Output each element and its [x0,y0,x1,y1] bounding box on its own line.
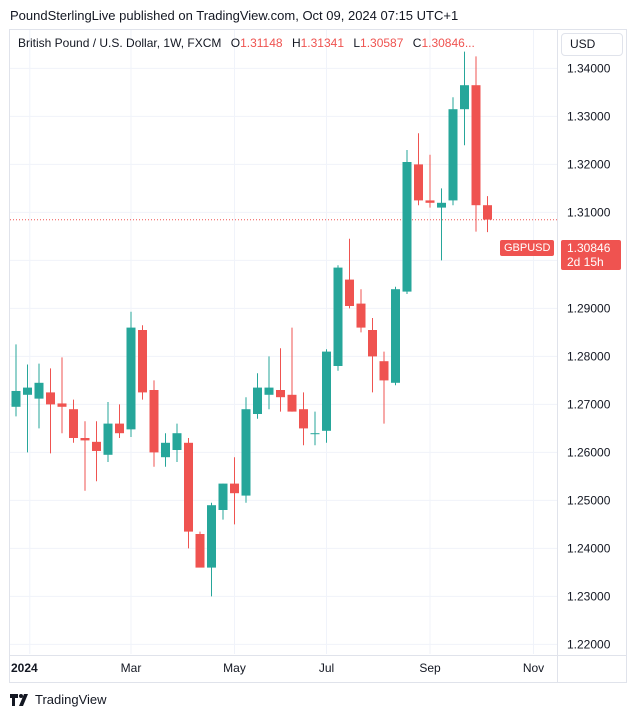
candle-body [437,202,446,208]
legend-title: British Pound / U.S. Dollar, 1W, FXCM [18,36,222,50]
last-price-value: 1.30846 [567,241,611,255]
y-tick-label: 1.28000 [567,349,611,363]
candle-body [264,387,274,395]
y-tick-label: 1.25000 [567,493,611,507]
candle-body [195,534,205,568]
candle-body [103,423,113,455]
candle-body [448,109,458,201]
candle-body [57,403,67,407]
candle-body [138,330,147,393]
symbol-legend: British Pound / U.S. Dollar, 1W, FXCM O1… [18,36,475,50]
x-tick-label: Sep [419,661,441,675]
x-tick-label: Nov [523,661,544,675]
tradingview-branding[interactable]: TradingView [10,692,107,707]
candle-body [92,441,101,451]
last-price-tag: 1.30846 2d 15h [561,240,621,270]
candle-body [414,164,423,201]
candle-body [218,483,228,510]
candles [11,51,492,597]
currency-button[interactable]: USD [561,33,623,56]
x-tick-label: Mar [121,661,142,675]
y-tick-label: 1.34000 [567,61,611,75]
candle-body [379,361,389,381]
legend-high-value: 1.31341 [300,36,344,50]
candle-body [299,409,308,429]
tradingview-label: TradingView [35,692,107,707]
legend-close-value: 1.30846 [421,36,465,50]
tradingview-logo-icon [10,693,28,706]
candle-body [126,327,136,430]
y-tick-label: 1.26000 [567,445,611,459]
candle-body [356,303,366,328]
candle-body [483,205,492,220]
candle-body [345,279,354,306]
x-tick-label: May [223,661,246,675]
legend-open-value: 1.31148 [240,36,283,50]
legend-low-label: L [353,36,361,50]
candle-body [80,438,90,441]
y-tick-label: 1.29000 [567,301,611,315]
candle-body [460,85,469,110]
candle-body [287,394,297,412]
candle-body [391,289,400,383]
y-tick-label: 1.23000 [567,589,611,603]
y-tick-label: 1.31000 [567,205,611,219]
y-tick-label: 1.27000 [567,397,611,411]
candle-body [402,162,412,292]
candle-body [172,433,182,450]
y-tick-label: 1.32000 [567,157,611,171]
price-axis: 1.22000 1.23000 1.24000 1.25000 1.26000 1.270… [557,30,611,682]
symbol-price-tag: GBPUSD [500,240,555,256]
candle-body [149,390,159,453]
legend-high-label: H [291,36,301,50]
bar-countdown: 2d 15h [567,255,604,269]
candle-body [333,267,343,366]
legend-low-value: 1.30587 [360,36,404,50]
candle-body [230,483,239,494]
chart-frame [9,29,627,683]
x-tick-label: Jul [319,661,334,675]
candle-body [253,387,262,414]
candle-body [115,423,124,434]
time-axis: 2024 Mar May Jul Sep Nov [10,655,626,675]
candle-body [11,390,21,407]
candle-body [310,433,320,435]
y-tick-label: 1.33000 [567,109,611,123]
x-tick-label: 2024 [11,661,38,675]
candle-body [46,392,55,405]
candle-body [322,351,331,431]
legend-close-label: C [412,36,422,50]
candle-body [161,442,170,458]
publish-caption: PoundSterlingLive published on TradingVi… [10,8,459,23]
candle-body [23,387,32,395]
candle-body [69,409,78,438]
candle-body [471,85,481,206]
legend-open-label: O [230,36,241,50]
legend-ellipsis: ... [464,36,475,50]
candle-body [276,390,285,398]
y-tick-label: 1.24000 [567,541,611,555]
candle-body [425,200,435,203]
candle-body [241,409,251,496]
candle-body [368,330,377,357]
candle-body [34,382,44,399]
candle-body [184,442,193,532]
candle-body [207,505,216,568]
y-tick-label: 1.22000 [567,637,611,651]
